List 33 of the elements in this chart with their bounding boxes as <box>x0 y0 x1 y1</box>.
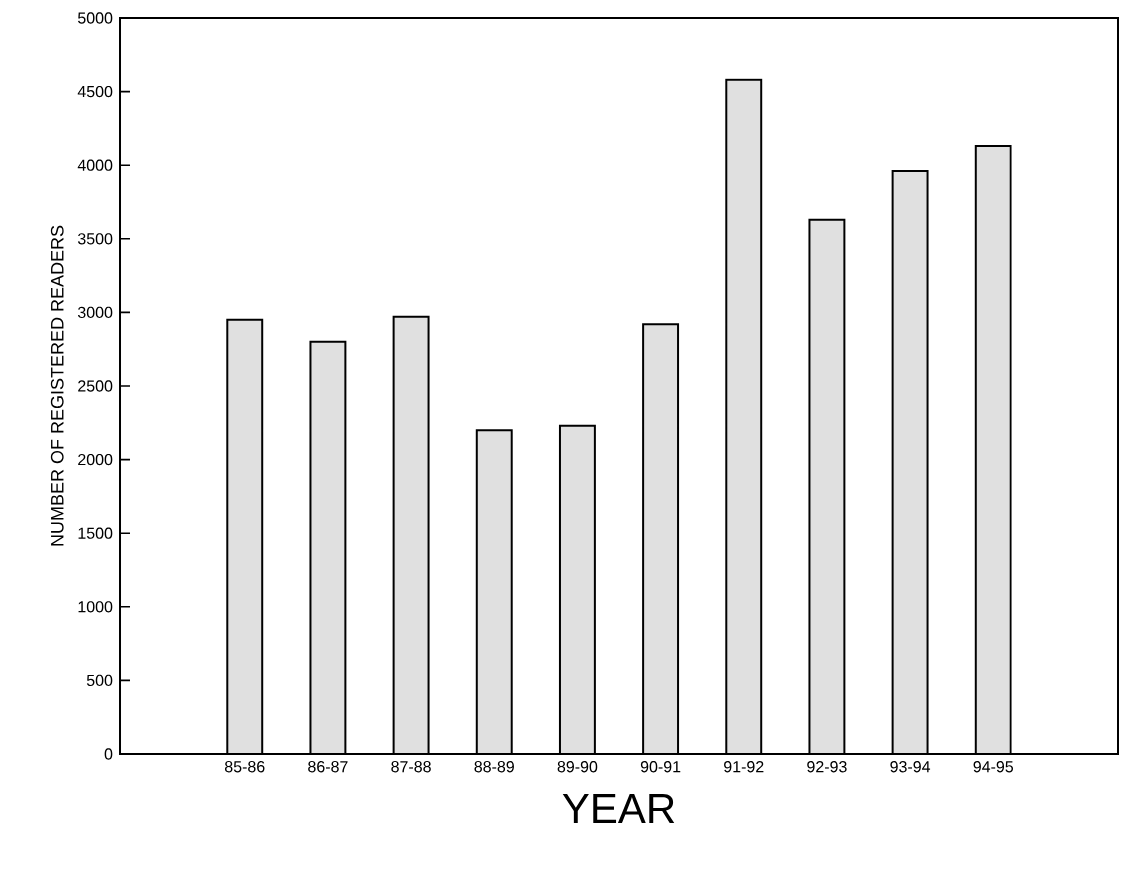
x-tick-label: 93-94 <box>890 761 931 773</box>
bar <box>974 145 1012 754</box>
y-tick-label: 0 <box>104 748 113 760</box>
bar <box>558 424 596 754</box>
bar <box>475 429 513 754</box>
y-tick-label: 1000 <box>78 601 113 613</box>
y-tick-label: 500 <box>86 674 113 687</box>
x-axis-title: YEAR <box>562 794 675 824</box>
x-tick-label: 85-86 <box>224 761 265 773</box>
bar <box>309 340 347 754</box>
bar <box>808 218 846 754</box>
bar <box>891 170 929 754</box>
bar <box>725 78 763 754</box>
bar <box>226 318 264 754</box>
x-tick-label: 94-95 <box>973 761 1014 773</box>
x-tick-label: 86-87 <box>308 761 348 773</box>
bar <box>392 315 430 754</box>
y-axis-title: NUMBER OF REGISTERED READERS <box>50 225 64 546</box>
y-tick-label: 3000 <box>77 306 113 319</box>
y-tick-label: 4500 <box>77 85 113 98</box>
y-tick-label: 2000 <box>78 453 113 466</box>
y-tick-label: 4000 <box>77 159 113 171</box>
x-tick-label: 88-89 <box>474 761 514 773</box>
x-tick-label: 87-88 <box>391 761 431 773</box>
x-tick-label: 90-91 <box>640 761 681 773</box>
x-tick-label: 92-93 <box>807 761 847 773</box>
x-tick-label: 89-90 <box>557 761 598 773</box>
y-tick-label: 1500 <box>78 527 113 539</box>
bar <box>642 323 680 754</box>
y-tick-label: 3500 <box>77 233 113 245</box>
y-tick-label: 2500 <box>78 380 113 392</box>
y-tick-label: 5000 <box>77 12 113 24</box>
x-tick-label: 91-92 <box>724 761 764 773</box>
